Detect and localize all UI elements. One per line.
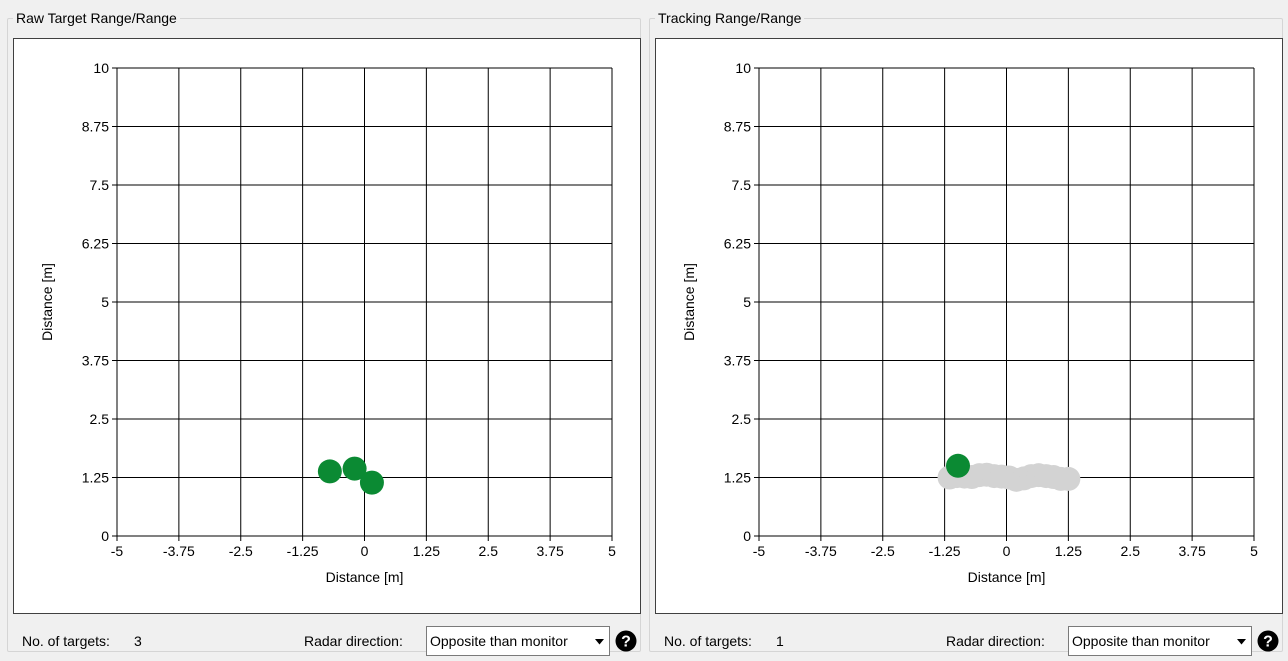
chevron-down-icon — [1237, 639, 1246, 645]
targets-count-value: 1 — [776, 633, 784, 649]
radar-direction-label: Radar direction: — [946, 633, 1045, 649]
x-tick-label: -1.25 — [929, 543, 961, 559]
x-tick-label: 2.5 — [479, 543, 499, 559]
panel-footer: No. of targets: 3 Radar direction: Oppos… — [7, 624, 643, 658]
range-plot[interactable]: -5 -3.75 -2.5 -1.25 0 1.25 2.5 3.75 5 0 1.25 2.5 3.7… — [13, 38, 641, 614]
y-tick-label: 3.75 — [82, 353, 109, 369]
y-tick-label: 10 — [93, 60, 109, 76]
panel-footer: No. of targets: 1 Radar direction: Oppos… — [649, 624, 1285, 658]
x-tick-label: -3.75 — [163, 543, 195, 559]
help-question-icon[interactable]: ? — [1257, 630, 1279, 652]
x-axis-label: Distance [m] — [326, 569, 404, 585]
radar-direction-value: Opposite than monitor — [430, 633, 586, 649]
y-axis-label: Distance [m] — [39, 263, 55, 341]
y-tick-label: 1.25 — [82, 470, 109, 486]
y-tick-label: 0 — [743, 528, 751, 544]
radar-direction-select[interactable]: Opposite than monitor — [1068, 626, 1252, 656]
y-tick-label: 0 — [101, 528, 109, 544]
y-tick-label: 2.5 — [90, 411, 110, 427]
targets-count-value: 3 — [134, 633, 142, 649]
tracking-panel: Tracking Range/Range -5 -3.75 -2.5 -1.25 0 1.… — [649, 10, 1285, 661]
y-tick-label: 10 — [735, 60, 751, 76]
panel-title: Tracking Range/Range — [655, 10, 804, 26]
y-tick-label: 6.25 — [82, 236, 109, 252]
svg-text:?: ? — [621, 634, 631, 651]
help-question-icon[interactable]: ? — [615, 630, 637, 652]
x-axis-label: Distance [m] — [968, 569, 1046, 585]
range-plot-svg: -5 -3.75 -2.5 -1.25 0 1.25 2.5 3.75 5 0 1.25 2.5 3.7… — [656, 39, 1282, 613]
x-tick-label: 1.25 — [413, 543, 440, 559]
y-tick-label: 5 — [101, 294, 109, 310]
y-tick-label: 8.75 — [82, 119, 109, 135]
x-tick-label: -5 — [111, 543, 124, 559]
targets-count-label: No. of targets: — [22, 633, 110, 649]
x-tick-label: -2.5 — [229, 543, 253, 559]
x-tick-label: 1.25 — [1055, 543, 1082, 559]
target-point — [318, 459, 342, 483]
radar-direction-value: Opposite than monitor — [1072, 633, 1228, 649]
target-point — [360, 471, 384, 495]
y-axis-label: Distance [m] — [681, 263, 697, 341]
x-tick-label: 3.75 — [1179, 543, 1206, 559]
radar-direction-select[interactable]: Opposite than monitor — [426, 626, 610, 656]
track-history-point — [1056, 467, 1080, 491]
range-plot-svg: -5 -3.75 -2.5 -1.25 0 1.25 2.5 3.75 5 0 1.25 2.5 3.7… — [14, 39, 640, 613]
targets-count-label: No. of targets: — [664, 633, 752, 649]
y-tick-label: 7.5 — [732, 177, 752, 193]
y-tick-label: 7.5 — [90, 177, 110, 193]
svg-text:?: ? — [1263, 634, 1273, 651]
raw-target-panel: Raw Target Range/Range -5 -3.75 -2.5 -1.25 0… — [7, 10, 643, 661]
range-plot[interactable]: -5 -3.75 -2.5 -1.25 0 1.25 2.5 3.75 5 0 1.25 2.5 3.7… — [655, 38, 1283, 614]
x-tick-label: 2.5 — [1121, 543, 1141, 559]
x-tick-label: 5 — [1250, 543, 1258, 559]
x-tick-label: 0 — [1003, 543, 1011, 559]
x-tick-label: -2.5 — [871, 543, 895, 559]
panel-title: Raw Target Range/Range — [13, 10, 180, 26]
y-tick-label: 5 — [743, 294, 751, 310]
radar-direction-label: Radar direction: — [304, 633, 403, 649]
x-tick-label: 0 — [361, 543, 369, 559]
y-tick-label: 8.75 — [724, 119, 751, 135]
x-tick-label: 3.75 — [537, 543, 564, 559]
x-tick-label: 5 — [608, 543, 616, 559]
target-point — [946, 454, 970, 478]
y-tick-label: 2.5 — [732, 411, 752, 427]
x-tick-label: -1.25 — [287, 543, 319, 559]
y-tick-label: 1.25 — [724, 470, 751, 486]
chevron-down-icon — [595, 639, 604, 645]
y-tick-label: 3.75 — [724, 353, 751, 369]
x-tick-label: -3.75 — [805, 543, 837, 559]
y-tick-label: 6.25 — [724, 236, 751, 252]
x-tick-label: -5 — [753, 543, 766, 559]
